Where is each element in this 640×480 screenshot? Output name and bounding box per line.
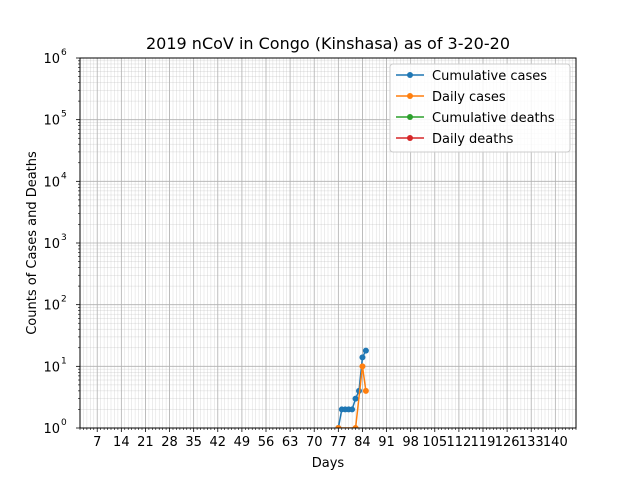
x-tick-label: 63	[282, 435, 299, 450]
daily-cases-line	[338, 366, 367, 428]
y-tick-label: 10	[43, 360, 60, 375]
x-tick-label: 77	[330, 435, 347, 450]
x-tick-label: 14	[113, 435, 130, 450]
x-tick-label: 105	[422, 435, 447, 450]
y-tick-label: 10	[43, 422, 60, 437]
y-tick-label: 10	[43, 237, 60, 252]
y-tick-exponent: 0	[61, 418, 67, 428]
x-tick-label: 112	[446, 435, 471, 450]
x-tick-label: 21	[137, 435, 154, 450]
legend-marker-daily-cases	[407, 93, 413, 99]
x-tick-label: 42	[210, 435, 227, 450]
cumulative-cases-point	[359, 354, 366, 361]
daily-cases-point	[352, 425, 359, 428]
y-tick-exponent: 1	[61, 356, 67, 366]
y-tick-exponent: 4	[61, 171, 67, 181]
x-tick-label: 91	[378, 435, 395, 450]
x-axis-label: Days	[312, 456, 345, 471]
legend-marker-cumulative-deaths	[407, 114, 413, 120]
x-tick-label: 140	[543, 435, 568, 450]
daily-cases-point	[362, 387, 369, 394]
x-tick-label: 126	[495, 435, 520, 450]
chart-title: 2019 nCoV in Congo (Kinshasa) as of 3-20…	[146, 34, 510, 53]
daily-cases-point	[335, 425, 342, 428]
y-tick-label: 10	[43, 175, 60, 190]
legend-label-daily-deaths: Daily deaths	[432, 132, 514, 147]
y-tick-exponent: 6	[61, 48, 67, 58]
x-tick-label: 98	[402, 435, 419, 450]
x-tick-label: 70	[306, 435, 323, 450]
y-tick-label: 10	[43, 52, 60, 67]
y-tick-exponent: 5	[61, 110, 67, 120]
legend-marker-cumulative-cases	[407, 72, 413, 78]
x-tick-label: 49	[234, 435, 251, 450]
x-tick-label: 7	[93, 435, 101, 450]
y-tick-label: 10	[43, 299, 60, 314]
cumulative-cases-point	[349, 406, 356, 413]
daily-cases-point	[359, 363, 366, 370]
y-axis-label: Counts of Cases and Deaths	[25, 151, 40, 335]
cumulative-cases-point	[362, 347, 369, 354]
x-tick-label: 119	[471, 435, 496, 450]
y-tick-label: 10	[43, 114, 60, 129]
x-tick-label: 28	[161, 435, 178, 450]
legend-marker-daily-deaths	[407, 135, 413, 141]
legend-label-cumulative-cases: Cumulative cases	[432, 69, 547, 84]
x-tick-label: 35	[185, 435, 202, 450]
x-tick-label: 84	[354, 435, 371, 450]
legend-label-daily-cases: Daily cases	[432, 90, 506, 105]
data-series	[335, 347, 369, 428]
y-tick-exponent: 2	[61, 295, 67, 305]
x-tick-label: 133	[519, 435, 544, 450]
legend: Cumulative cases Daily cases Cumulative de…	[389, 63, 571, 153]
cumulative-cases-point	[352, 395, 359, 402]
y-tick-exponent: 3	[61, 233, 67, 243]
legend-label-cumulative-deaths: Cumulative deaths	[432, 111, 555, 126]
x-tick-label: 56	[258, 435, 275, 450]
legend-box	[389, 63, 571, 153]
x-axis-ticks: 7 14 21 28 35 42 49 56 63 70 77 84 91 98 105 112 119 126 1…	[79, 428, 577, 450]
